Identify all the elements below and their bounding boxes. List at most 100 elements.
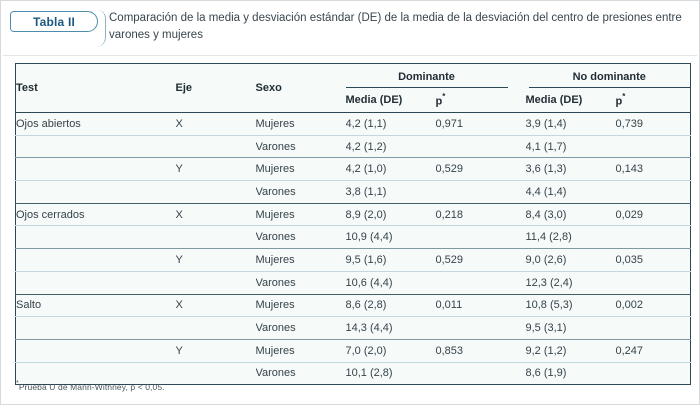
cell-test xyxy=(16,317,176,340)
cell-sexo: Mujeres xyxy=(255,253,295,266)
col-header-p-no-dominante: p* xyxy=(615,91,626,108)
footnote-marker: * xyxy=(16,380,19,387)
cell-eje xyxy=(176,135,256,158)
cell-eje xyxy=(176,181,256,204)
cell-sexo: Mujeres xyxy=(255,117,295,130)
cell-sexo: Varones xyxy=(255,140,296,153)
cell-media-no-dominante: 9,5 (3,1) xyxy=(525,322,567,335)
col-header-test: Test xyxy=(16,82,38,94)
table-row: Varones 14,3 (4,4) 9,5 (3,1) xyxy=(15,316,691,340)
cell-sexo: Varones xyxy=(255,276,296,289)
caption-line-2: varones y mujeres xyxy=(109,28,203,41)
cell-media-dominante: 4,2 (1,0) xyxy=(345,163,387,176)
cell-p-no-dominante xyxy=(616,135,691,158)
cell-test xyxy=(16,249,176,272)
table-row: Y Mujeres 9,5 (1,6) 0,529 9,0 (2,6) 0,03… xyxy=(15,248,691,272)
cell-media-no-dominante: 10,8 (5,3) xyxy=(525,299,573,312)
col-header-media-no-dominante: Media (DE) xyxy=(525,94,583,106)
comparison-table: Test Eje Sexo Dominante No dominante Med… xyxy=(15,63,691,386)
badge-curve-decoration xyxy=(96,10,106,47)
cell-media-no-dominante: 11,4 (2,8) xyxy=(525,231,572,244)
cell-test xyxy=(16,181,176,204)
cell-media-no-dominante: 8,6 (1,9) xyxy=(525,367,567,380)
table-row: Varones 10,9 (4,4) 11,4 (2,8) xyxy=(15,225,691,249)
cell-p-no-dominante xyxy=(616,271,691,294)
cell-p-no-dominante xyxy=(616,317,691,340)
table-row: Varones 3,8 (1,1) 4,4 (1,4) xyxy=(15,180,691,204)
cell-media-no-dominante: 9,0 (2,6) xyxy=(525,253,567,266)
cell-p-dominante xyxy=(436,362,526,385)
cell-p-no-dominante xyxy=(616,362,691,385)
cell-media-no-dominante: 3,9 (1,4) xyxy=(525,117,567,130)
table-row: Ojos cerrados X Mujeres 8,9 (2,0) 0,218 … xyxy=(15,203,691,226)
col-header-eje: Eje xyxy=(175,82,193,94)
cell-media-dominante: 8,9 (2,0) xyxy=(345,208,387,221)
cell-p-dominante xyxy=(436,226,526,249)
cell-eje: Y xyxy=(175,344,183,357)
footnote-text: Prueba U de Mann-Withney, p < 0,05. xyxy=(18,381,165,392)
cell-media-no-dominante: 8,4 (3,0) xyxy=(525,208,567,221)
cell-eje xyxy=(176,271,256,294)
cell-test xyxy=(16,226,176,249)
cell-sexo: Varones xyxy=(255,185,296,198)
cell-test xyxy=(16,339,176,362)
cell-test xyxy=(16,271,176,294)
table-row: Salto X Mujeres 8,6 (2,8) 0,011 10,8 (5,… xyxy=(15,294,691,317)
cell-media-no-dominante: 12,3 (2,4) xyxy=(525,276,573,289)
col-header-p-dominante: p* xyxy=(435,91,446,108)
cell-eje: Y xyxy=(175,163,183,176)
cell-media-dominante: 3,8 (1,1) xyxy=(345,185,387,198)
cell-p-no-dominante: 0,035 xyxy=(615,253,644,266)
cell-media-dominante: 10,6 (4,4) xyxy=(345,276,393,289)
cell-sexo: Varones xyxy=(255,231,296,244)
table-row: Y Mujeres 7,0 (2,0) 0,853 9,2 (1,2) 0,24… xyxy=(15,339,691,362)
cell-p-no-dominante: 0,143 xyxy=(615,163,644,176)
table-row: Varones 10,1 (2,8) 8,6 (1,9) xyxy=(15,362,691,385)
cell-eje xyxy=(176,317,256,340)
cell-p-dominante xyxy=(436,317,526,340)
table-row: Varones 4,2 (1,2) 4,1 (1,7) xyxy=(15,135,691,158)
cell-p-no-dominante: 0,739 xyxy=(615,117,644,130)
cell-test xyxy=(16,158,176,181)
cell-sexo: Mujeres xyxy=(255,299,295,312)
cell-sexo: Mujeres xyxy=(255,163,295,176)
caption-line-1: Comparación de la media y desviación est… xyxy=(109,12,682,24)
col-header-sexo: Sexo xyxy=(255,82,282,94)
cell-p-no-dominante: 0,247 xyxy=(615,344,644,357)
cell-media-dominante: 10,9 (4,4) xyxy=(345,231,393,244)
cell-p-dominante: 0,529 xyxy=(435,163,464,176)
cell-test: Salto xyxy=(16,299,42,312)
cell-sexo: Varones xyxy=(255,322,296,335)
col-header-media-dominante: Media (DE) xyxy=(345,94,403,106)
cell-sexo: Mujeres xyxy=(255,344,295,357)
cell-media-no-dominante: 4,1 (1,7) xyxy=(525,140,567,153)
cell-eje xyxy=(176,362,256,385)
cell-eje: X xyxy=(175,299,183,312)
cell-media-dominante: 14,3 (4,4) xyxy=(345,322,393,335)
cell-eje xyxy=(176,226,256,249)
cell-media-dominante: 8,6 (2,8) xyxy=(345,299,387,312)
cell-p-no-dominante: 0,029 xyxy=(615,208,644,221)
cell-sexo: Varones xyxy=(255,367,296,380)
cell-eje: X xyxy=(175,208,183,221)
cell-media-no-dominante: 9,2 (1,2) xyxy=(525,344,567,357)
cell-test: Ojos cerrados xyxy=(16,208,85,221)
cell-p-dominante: 0,853 xyxy=(435,344,464,357)
table-footnote: *Prueba U de Mann-Withney, p < 0,05. xyxy=(16,380,165,392)
table-row: Y Mujeres 4,2 (1,0) 0,529 3,6 (1,3) 0,14… xyxy=(15,157,691,181)
cell-media-no-dominante: 4,4 (1,4) xyxy=(525,185,567,198)
cell-media-dominante: 9,5 (1,6) xyxy=(345,253,387,266)
cell-p-dominante: 0,011 xyxy=(435,299,463,312)
table-number-badge: Tabla II xyxy=(10,11,98,32)
cell-p-dominante xyxy=(436,135,526,158)
cell-media-dominante: 10,1 (2,8) xyxy=(345,367,393,380)
cell-p-no-dominante: 0,002 xyxy=(615,299,644,312)
cell-media-dominante: 7,0 (2,0) xyxy=(345,344,387,357)
cell-p-dominante: 0,971 xyxy=(435,117,464,130)
cell-eje: X xyxy=(175,117,183,130)
cell-p-dominante: 0,529 xyxy=(435,253,464,266)
cell-media-no-dominante: 3,6 (1,3) xyxy=(525,163,567,176)
cell-p-no-dominante xyxy=(616,181,691,204)
cell-eje: Y xyxy=(175,253,183,266)
